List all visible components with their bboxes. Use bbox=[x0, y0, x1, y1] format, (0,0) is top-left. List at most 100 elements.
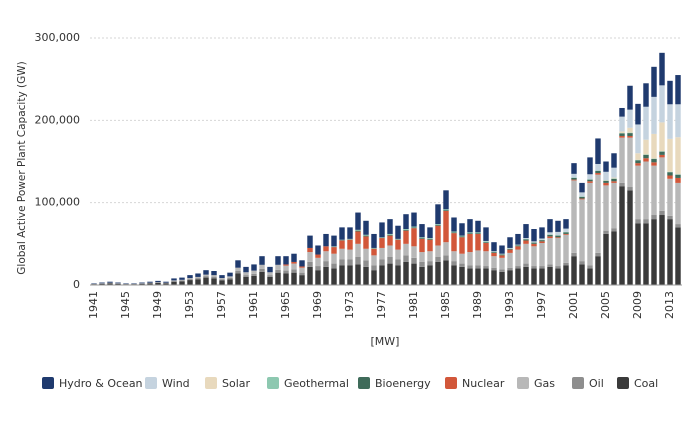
bar-segment bbox=[235, 267, 241, 272]
bar-segment bbox=[307, 266, 313, 285]
legend-label: Gas bbox=[534, 377, 555, 390]
bar-segment bbox=[651, 66, 657, 97]
bar-segment bbox=[323, 266, 329, 285]
bar-segment bbox=[619, 182, 625, 187]
bar-segment bbox=[659, 151, 665, 155]
bar-segment bbox=[419, 252, 425, 262]
bar-segment bbox=[491, 242, 497, 252]
x-tick-label: 1965 bbox=[279, 291, 292, 319]
bar-segment bbox=[515, 245, 521, 247]
bar-segment bbox=[587, 181, 593, 183]
bar-segment bbox=[603, 182, 609, 186]
bar-segment bbox=[483, 243, 489, 252]
bar-segment bbox=[587, 265, 593, 269]
bar-segment bbox=[355, 230, 361, 232]
bar-segment bbox=[651, 215, 657, 220]
bar-segment bbox=[627, 190, 633, 285]
bar-segment bbox=[411, 227, 417, 229]
bar-segment bbox=[539, 266, 545, 269]
bar-segment bbox=[603, 233, 609, 285]
bar-segment bbox=[531, 243, 537, 247]
bar-segment bbox=[491, 267, 497, 271]
bar-segment bbox=[427, 238, 433, 240]
bar-segment bbox=[523, 238, 529, 239]
bar-segment bbox=[491, 252, 497, 253]
bar-segment bbox=[579, 192, 585, 197]
bar-segment bbox=[603, 171, 609, 181]
bar-segment bbox=[459, 235, 465, 237]
bar-segment bbox=[187, 275, 193, 279]
bar-segment bbox=[315, 254, 321, 258]
bar-segment bbox=[443, 190, 449, 210]
bar-segment bbox=[195, 273, 201, 277]
bar-segment bbox=[451, 217, 457, 232]
bar-segment bbox=[419, 238, 425, 239]
y-tick-label: 100,000 bbox=[35, 196, 81, 209]
bar-segment bbox=[203, 274, 209, 277]
bar-segment bbox=[147, 283, 153, 285]
bar-segment bbox=[595, 173, 601, 175]
bar-segment bbox=[571, 163, 577, 174]
bar-segment bbox=[499, 254, 505, 256]
bar-segment bbox=[411, 246, 417, 258]
bar-segment bbox=[555, 237, 561, 239]
bar-segment bbox=[475, 250, 481, 266]
bar-segment bbox=[539, 240, 545, 242]
bar-segment bbox=[291, 269, 297, 273]
bar-segment bbox=[427, 238, 433, 239]
legend-label: Hydro & Ocean bbox=[59, 377, 143, 390]
bar-segment bbox=[667, 80, 673, 105]
bar-segment bbox=[339, 259, 345, 266]
bar-segment bbox=[211, 275, 217, 278]
bar-segment bbox=[195, 279, 201, 285]
bar-segment bbox=[307, 252, 313, 262]
bar-segment bbox=[627, 137, 633, 188]
bar-segment bbox=[659, 157, 665, 211]
bar-segment bbox=[355, 264, 361, 285]
bar-segment bbox=[443, 210, 449, 211]
bar-segment bbox=[363, 235, 369, 237]
bar-segment bbox=[187, 278, 193, 280]
bar-segment bbox=[283, 256, 289, 265]
bar-segment bbox=[371, 270, 377, 285]
bar-segment bbox=[579, 198, 585, 200]
bar-segment bbox=[571, 177, 577, 180]
bar-segment bbox=[427, 239, 433, 252]
bar-segment bbox=[451, 251, 457, 262]
bar-segment bbox=[547, 219, 553, 233]
bar-segment bbox=[299, 267, 305, 273]
bar-segment bbox=[659, 52, 665, 86]
bar-segment bbox=[667, 104, 673, 139]
bar-segment bbox=[571, 180, 577, 253]
bar-segment bbox=[547, 264, 553, 267]
bar-segment bbox=[523, 266, 529, 285]
bar-segment bbox=[403, 255, 409, 262]
bar-segment bbox=[635, 223, 641, 285]
bar-segment bbox=[523, 224, 529, 239]
bar-segment bbox=[635, 153, 641, 160]
bar-segment bbox=[603, 180, 609, 183]
bar-segment bbox=[443, 255, 449, 261]
bar-segment bbox=[347, 259, 353, 266]
bar-segment bbox=[259, 271, 265, 285]
bar-segment bbox=[299, 272, 305, 276]
legend-swatch bbox=[145, 377, 157, 389]
bar-segment bbox=[387, 233, 393, 235]
x-tick-label: 2013 bbox=[663, 291, 676, 319]
bar-segment bbox=[235, 260, 241, 268]
bar-segment bbox=[307, 261, 313, 267]
bar-segment bbox=[467, 252, 473, 266]
legend-label: Coal bbox=[634, 377, 658, 390]
bar-segment bbox=[443, 242, 449, 256]
bar-segment bbox=[619, 137, 625, 183]
bar-segment bbox=[459, 253, 465, 264]
bar-segment bbox=[675, 182, 681, 225]
bar-segment bbox=[403, 229, 409, 230]
bar-segment bbox=[667, 219, 673, 285]
bar-segment bbox=[403, 243, 409, 256]
bar-segment bbox=[107, 283, 113, 285]
bar-segment bbox=[611, 228, 617, 232]
bar-segment bbox=[355, 231, 361, 244]
bar-segment bbox=[387, 245, 393, 258]
bar-segment bbox=[531, 241, 537, 243]
